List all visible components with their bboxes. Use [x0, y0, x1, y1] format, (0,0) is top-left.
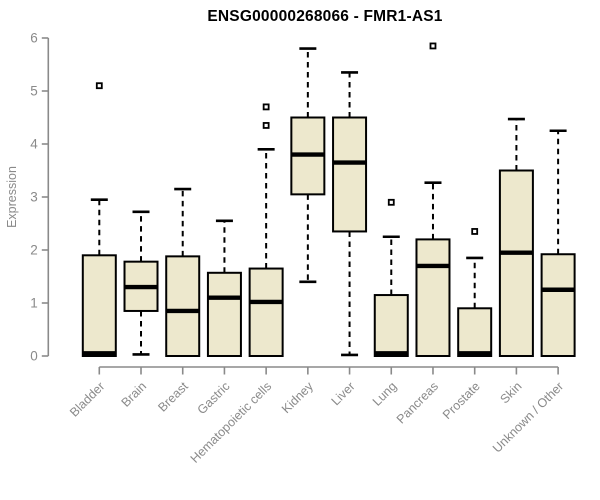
box-unknown-other — [540, 253, 576, 358]
x-tick-label-brain: Brain — [119, 379, 150, 410]
x-tick-label-prostate: Prostate — [440, 379, 483, 422]
x-tick-label-hematopoietic-cells: Hematopoietic cells — [188, 379, 275, 466]
box-hematopoietic-cells — [248, 267, 284, 357]
outlier-prostate — [471, 228, 479, 235]
y-tick-label-3: 3 — [30, 190, 38, 205]
box-gastric — [206, 271, 242, 358]
box-bladder — [81, 254, 117, 357]
box-prostate — [457, 307, 493, 357]
outlier-bladder — [95, 82, 103, 90]
x-tick-label-pancreas: Pancreas — [394, 379, 441, 426]
y-tick-label-0: 0 — [30, 349, 38, 364]
x-tick-label-lung: Lung — [370, 379, 400, 409]
y-tick-label-6: 6 — [30, 31, 38, 46]
box-skin — [498, 169, 534, 357]
y-tick-label-2: 2 — [30, 243, 38, 258]
outlier-hematopoietic-cells — [262, 122, 270, 129]
x-tick-label-breast: Breast — [155, 379, 191, 415]
box-lung — [373, 294, 409, 357]
outlier-hematopoietic-cells — [262, 103, 270, 111]
y-tick-label-1: 1 — [30, 296, 38, 311]
chart-title: ENSG00000268066 - FMR1-AS1 — [207, 8, 443, 25]
x-tick-label-bladder: Bladder — [67, 379, 107, 419]
box-pancreas — [415, 238, 451, 357]
x-tick-label-unknown-other: Unknown / Other — [490, 379, 566, 455]
y-tick-label-5: 5 — [30, 84, 38, 99]
box-liver — [332, 116, 368, 233]
y-tick-label-4: 4 — [30, 137, 38, 152]
x-tick-label-skin: Skin — [497, 379, 524, 406]
x-tick-label-liver: Liver — [329, 379, 358, 408]
x-tick-label-kidney: Kidney — [279, 379, 316, 416]
box-breast — [165, 255, 201, 357]
outlier-pancreas — [429, 42, 437, 50]
x-tick-label-gastric: Gastric — [195, 379, 233, 417]
outlier-lung — [387, 198, 395, 206]
